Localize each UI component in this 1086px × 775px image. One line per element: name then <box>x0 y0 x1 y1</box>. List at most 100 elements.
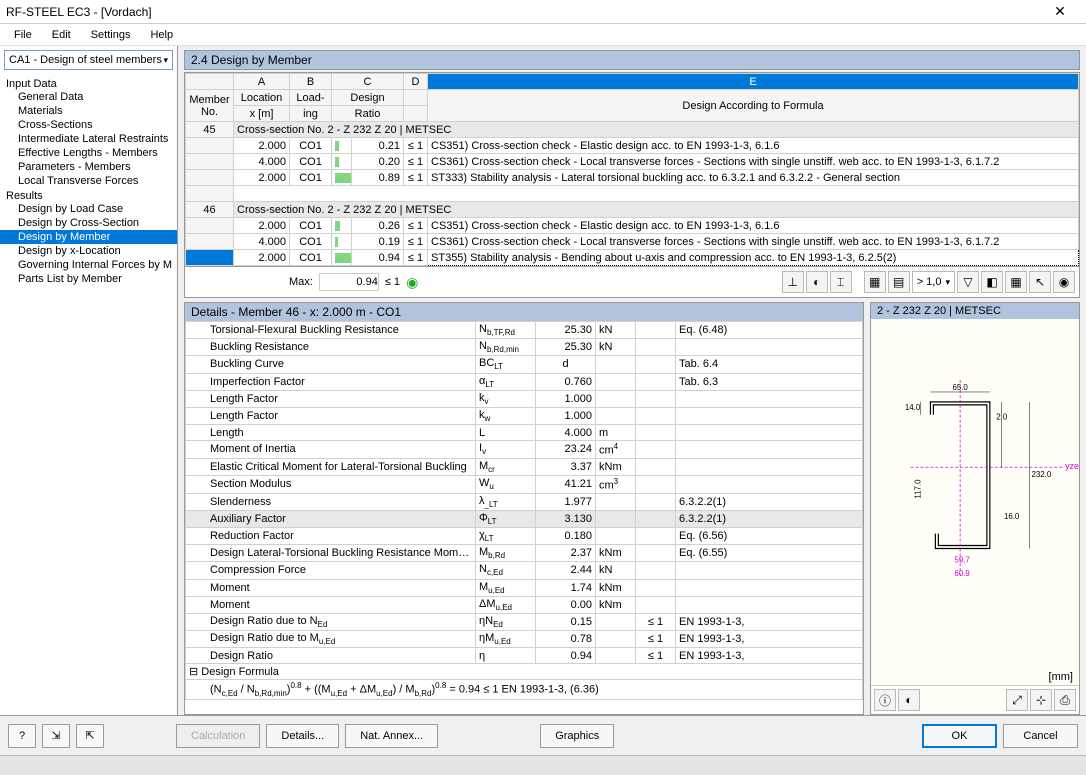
svg-text:65.0: 65.0 <box>952 383 968 392</box>
ok-button[interactable]: OK <box>922 724 997 748</box>
details-row[interactable]: Elastic Critical Moment for Lateral-Tors… <box>186 458 863 475</box>
tree-item[interactable]: Materials <box>0 104 177 118</box>
export-button[interactable]: ⇲ <box>42 724 70 748</box>
tree-item[interactable]: Governing Internal Forces by M <box>0 258 177 272</box>
svg-text:117.0: 117.0 <box>914 479 923 499</box>
tool-section-icon[interactable]: ⌶ <box>830 271 852 293</box>
section-preview: 2 - Z 232 Z 20 | METSEC <box>870 302 1080 715</box>
ok-icon: ◉ <box>406 274 418 291</box>
svg-text:2.0: 2.0 <box>996 413 1008 422</box>
svg-text:232.0: 232.0 <box>1031 470 1051 479</box>
details-row[interactable]: Slendernessλ_LT1.9776.3.2.2(1) <box>186 493 863 510</box>
results-toolbar: ⊥ ◐ ⌶ ▦ ▤ > 1,0 ▾ ▽ ◧ ▦ ↖ ◉ <box>782 271 1075 293</box>
tree-item[interactable]: Cross-Sections <box>0 118 177 132</box>
titlebar: RF-STEEL EC3 - [Vordach] ✕ <box>0 0 1086 24</box>
tool-filter1-icon[interactable]: ▦ <box>864 271 886 293</box>
tree-item[interactable]: Parts List by Member <box>0 272 177 286</box>
menu-settings[interactable]: Settings <box>81 27 141 43</box>
tree-group-input[interactable]: Input Data <box>0 78 177 90</box>
tool-member-icon[interactable]: ⊥ <box>782 271 804 293</box>
details-row[interactable]: Design Ratio due to NEdηNEd0.15≤ 1EN 199… <box>186 613 863 630</box>
nav-dropdown-text: CA1 - Design of steel members <box>9 54 162 66</box>
details-row[interactable]: Torsional-Flexural Buckling ResistanceNb… <box>186 322 863 339</box>
max-value-input[interactable] <box>319 273 379 291</box>
preview-header: 2 - Z 232 Z 20 | METSEC <box>871 303 1079 319</box>
svg-text:59.7: 59.7 <box>954 555 969 564</box>
table-row[interactable]: 2.000CO10.26≤ 1CS351) Cross-section chec… <box>186 218 1079 234</box>
info-icon[interactable]: ⓘ <box>874 689 896 711</box>
tree-item[interactable]: Design by Load Case <box>0 202 177 216</box>
details-row[interactable]: Reduction FactorχLT0.180Eq. (6.56) <box>186 528 863 545</box>
help-button[interactable]: ? <box>8 724 36 748</box>
details-row[interactable]: Moment of InertiaIv23.24cm4 <box>186 441 863 459</box>
details-row[interactable]: Compression ForceNc,Ed2.44kN <box>186 562 863 579</box>
svg-text:60.9: 60.9 <box>954 569 970 578</box>
tool-excel-icon[interactable]: ▦ <box>1005 271 1027 293</box>
max-check: ≤ 1 <box>385 276 400 288</box>
details-row[interactable]: Buckling CurveBCLTdTab. 6.4 <box>186 356 863 373</box>
nat-annex-button[interactable]: Nat. Annex... <box>345 724 438 748</box>
axes-toggle-icon[interactable]: ⊹ <box>1030 689 1052 711</box>
tool-colors-icon[interactable]: ◧ <box>981 271 1003 293</box>
tree-item[interactable]: Parameters - Members <box>0 160 177 174</box>
tree-item[interactable]: General Data <box>0 90 177 104</box>
details-row[interactable]: Section ModulusWu41.21cm3 <box>186 475 863 493</box>
table-row[interactable]: 2.000CO10.89≤ 1ST333) Stability analysis… <box>186 170 1079 186</box>
results-table: ABCDEMemberNo.LocationLoad-DesignDesign … <box>184 72 1080 267</box>
tree-item[interactable]: Design by Cross-Section <box>0 216 177 230</box>
close-icon[interactable]: ✕ <box>1040 3 1080 20</box>
table-row[interactable]: 4.000CO10.19≤ 1CS361) Cross-section chec… <box>186 234 1079 250</box>
details-row[interactable]: Buckling ResistanceNb,Rd,min25.30kN <box>186 339 863 356</box>
details-header: Details - Member 46 - x: 2.000 m - CO1 <box>185 303 863 321</box>
details-panel: Details - Member 46 - x: 2.000 m - CO1 T… <box>184 302 864 715</box>
nav-dropdown[interactable]: CA1 - Design of steel members ▾ <box>4 50 173 70</box>
section-header: 2.4 Design by Member <box>184 50 1080 70</box>
tree-item[interactable]: Design by Member <box>0 230 177 244</box>
menu-edit[interactable]: Edit <box>42 27 81 43</box>
details-row[interactable]: Design Ratio due to Mu,EdηMu,Ed0.78≤ 1EN… <box>186 631 863 648</box>
cancel-button[interactable]: Cancel <box>1003 724 1078 748</box>
details-row[interactable]: Length Factorkw1.000 <box>186 407 863 424</box>
details-row[interactable]: MomentΔMu,Ed0.00kNm <box>186 596 863 613</box>
details-row[interactable]: Design Ratioη0.94≤ 1EN 1993-1-3, <box>186 648 863 664</box>
table-row[interactable]: 4.000CO10.20≤ 1CS361) Cross-section chec… <box>186 154 1079 170</box>
chevron-down-icon: ▾ <box>163 55 168 66</box>
main-panel: 2.4 Design by Member ABCDEMemberNo.Locat… <box>178 46 1086 715</box>
tree-item[interactable]: Effective Lengths - Members <box>0 146 177 160</box>
tree-item[interactable]: Local Transverse Forces <box>0 174 177 188</box>
details-button[interactable]: Details... <box>266 724 339 748</box>
tree-item[interactable]: Design by x-Location <box>0 244 177 258</box>
graphics-button[interactable]: Graphics <box>540 724 614 748</box>
preview-toolbar: ⓘ ◐ ⤢ ⊹ ⎙ <box>871 685 1079 714</box>
tool-view-icon[interactable]: ◐ <box>806 271 828 293</box>
import-button[interactable]: ⇱ <box>76 724 104 748</box>
chevron-down-icon: ▾ <box>945 277 950 288</box>
details-row[interactable]: Auxiliary FactorΦLT3.1306.3.2.2(1) <box>186 510 863 527</box>
print-icon[interactable]: ⎙ <box>1054 689 1076 711</box>
max-row: Max: ≤ 1 ◉ ⊥ ◐ ⌶ ▦ ▤ > 1,0 ▾ ▽ ◧ ▦ ↖ ◉ <box>184 267 1080 298</box>
stress-icon[interactable]: ◐ <box>898 689 920 711</box>
ratio-filter-combo[interactable]: > 1,0 ▾ <box>912 271 955 293</box>
table-row[interactable]: 2.000CO10.21≤ 1CS351) Cross-section chec… <box>186 138 1079 154</box>
tool-filter2-icon[interactable]: ▤ <box>888 271 910 293</box>
nav-tree: Input Data General DataMaterialsCross-Se… <box>0 74 177 715</box>
calculation-button[interactable]: Calculation <box>176 724 260 748</box>
tree-group-results[interactable]: Results <box>0 190 177 202</box>
bottom-bar: ? ⇲ ⇱ Calculation Details... Nat. Annex.… <box>0 715 1086 755</box>
details-row[interactable]: Imperfection FactorαLT0.760Tab. 6.3 <box>186 373 863 390</box>
details-row[interactable]: MomentMu,Ed1.74kNm <box>186 579 863 596</box>
section-drawing: yzeff 65.0 14.0 2.0 232.0 117 <box>871 319 1079 669</box>
tree-item[interactable]: Intermediate Lateral Restraints <box>0 132 177 146</box>
dim-toggle-icon[interactable]: ⤢ <box>1006 689 1028 711</box>
table-row[interactable]: 2.000CO10.94≤ 1ST355) Stability analysis… <box>186 250 1079 266</box>
details-row[interactable]: LengthL4.000m <box>186 425 863 441</box>
tool-pick-icon[interactable]: ↖ <box>1029 271 1051 293</box>
menu-file[interactable]: File <box>4 27 42 43</box>
svg-text:yzeff: yzeff <box>1065 461 1079 471</box>
details-row[interactable]: Length Factorkv1.000 <box>186 390 863 407</box>
menu-help[interactable]: Help <box>140 27 183 43</box>
details-row[interactable]: Design Lateral-Torsional Buckling Resist… <box>186 545 863 562</box>
tool-funnel-icon[interactable]: ▽ <box>957 271 979 293</box>
tool-eye-icon[interactable]: ◉ <box>1053 271 1075 293</box>
svg-text:16.0: 16.0 <box>1004 512 1020 521</box>
